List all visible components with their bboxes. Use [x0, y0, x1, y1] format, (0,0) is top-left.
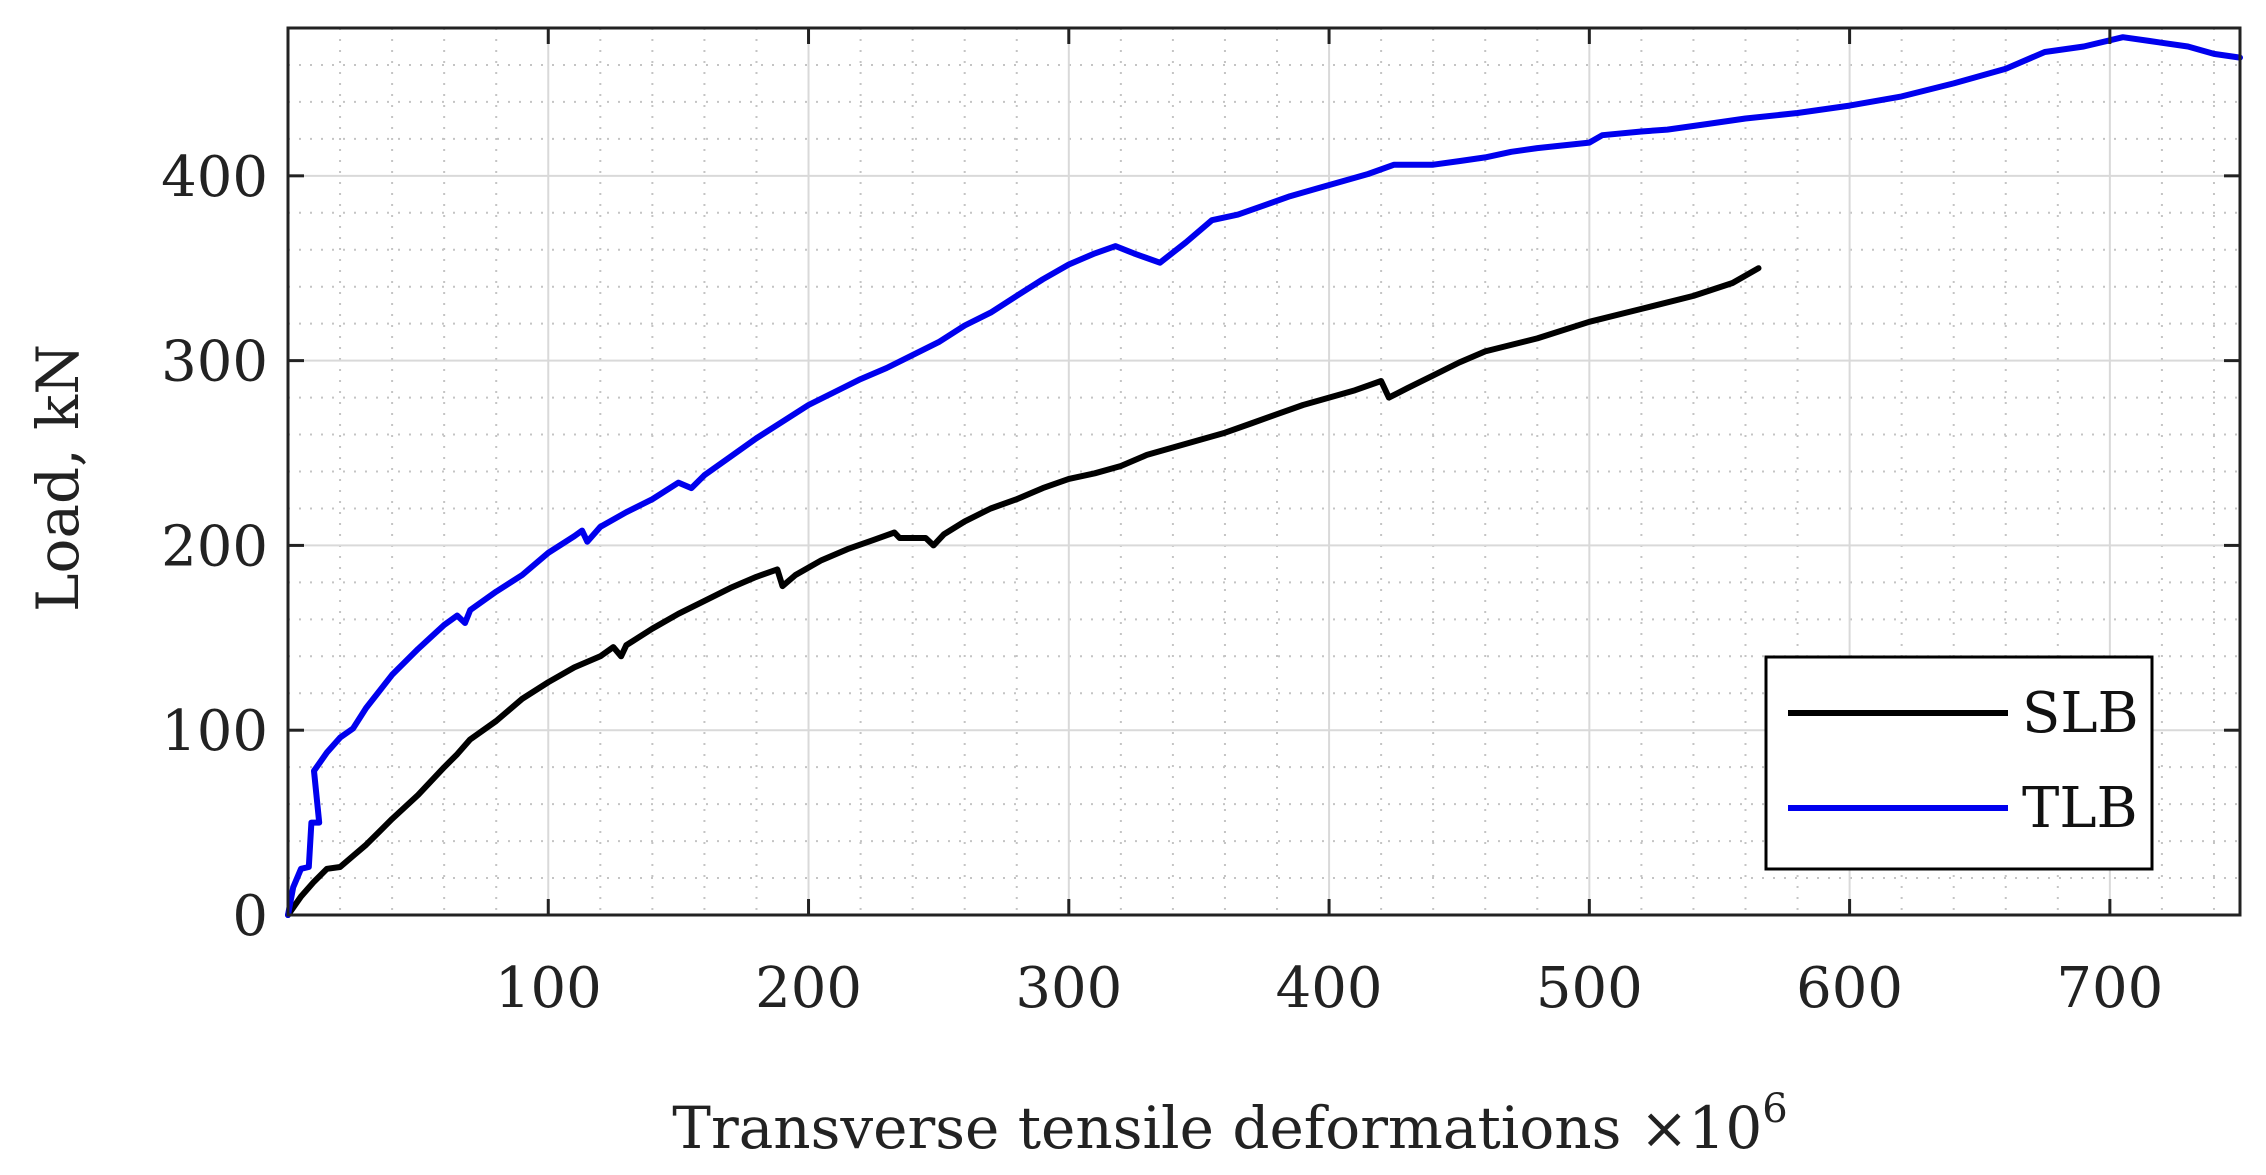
y-tick-label: 0 — [232, 884, 268, 949]
y-tick-labels: 0 100 200 300 400 — [161, 145, 268, 949]
y-tick-label: 400 — [161, 145, 268, 210]
legend-label-tlb: TLB — [2022, 776, 2138, 841]
axes-frame — [286, 26, 2242, 917]
axes-box — [286, 26, 2242, 917]
series-layer — [285, 34, 2243, 918]
legend: SLB TLB — [1764, 655, 2154, 871]
series-line-tlb — [285, 34, 2243, 918]
x-axis-label: Transverse tensile deformations ×106 — [672, 1086, 1787, 1162]
x-tick-label: 200 — [755, 956, 862, 1021]
series-line-slb — [285, 265, 1762, 918]
x-tick-label: 500 — [1536, 956, 1643, 1021]
y-tick-label: 100 — [161, 699, 268, 764]
x-tick-label: 700 — [2056, 956, 2163, 1021]
x-tick-label: 600 — [1796, 956, 1903, 1021]
major-grid — [288, 28, 2240, 915]
x-tick-label: 400 — [1276, 956, 1383, 1021]
x-tick-label: 100 — [495, 956, 602, 1021]
y-tick-label: 300 — [161, 330, 268, 395]
x-tick-label: 300 — [1015, 956, 1122, 1021]
x-axis-label-exponent: 6 — [1762, 1086, 1787, 1132]
x-axis-label-text: Transverse tensile deformations ×10 — [672, 1094, 1762, 1162]
x-tick-labels: 100 200 300 400 500 600 700 — [495, 956, 2163, 1021]
legend-label-slb: SLB — [2022, 681, 2139, 746]
y-axis-label: Load, kN — [24, 344, 92, 612]
legend-box — [1764, 655, 2154, 871]
y-tick-label: 200 — [161, 514, 268, 579]
